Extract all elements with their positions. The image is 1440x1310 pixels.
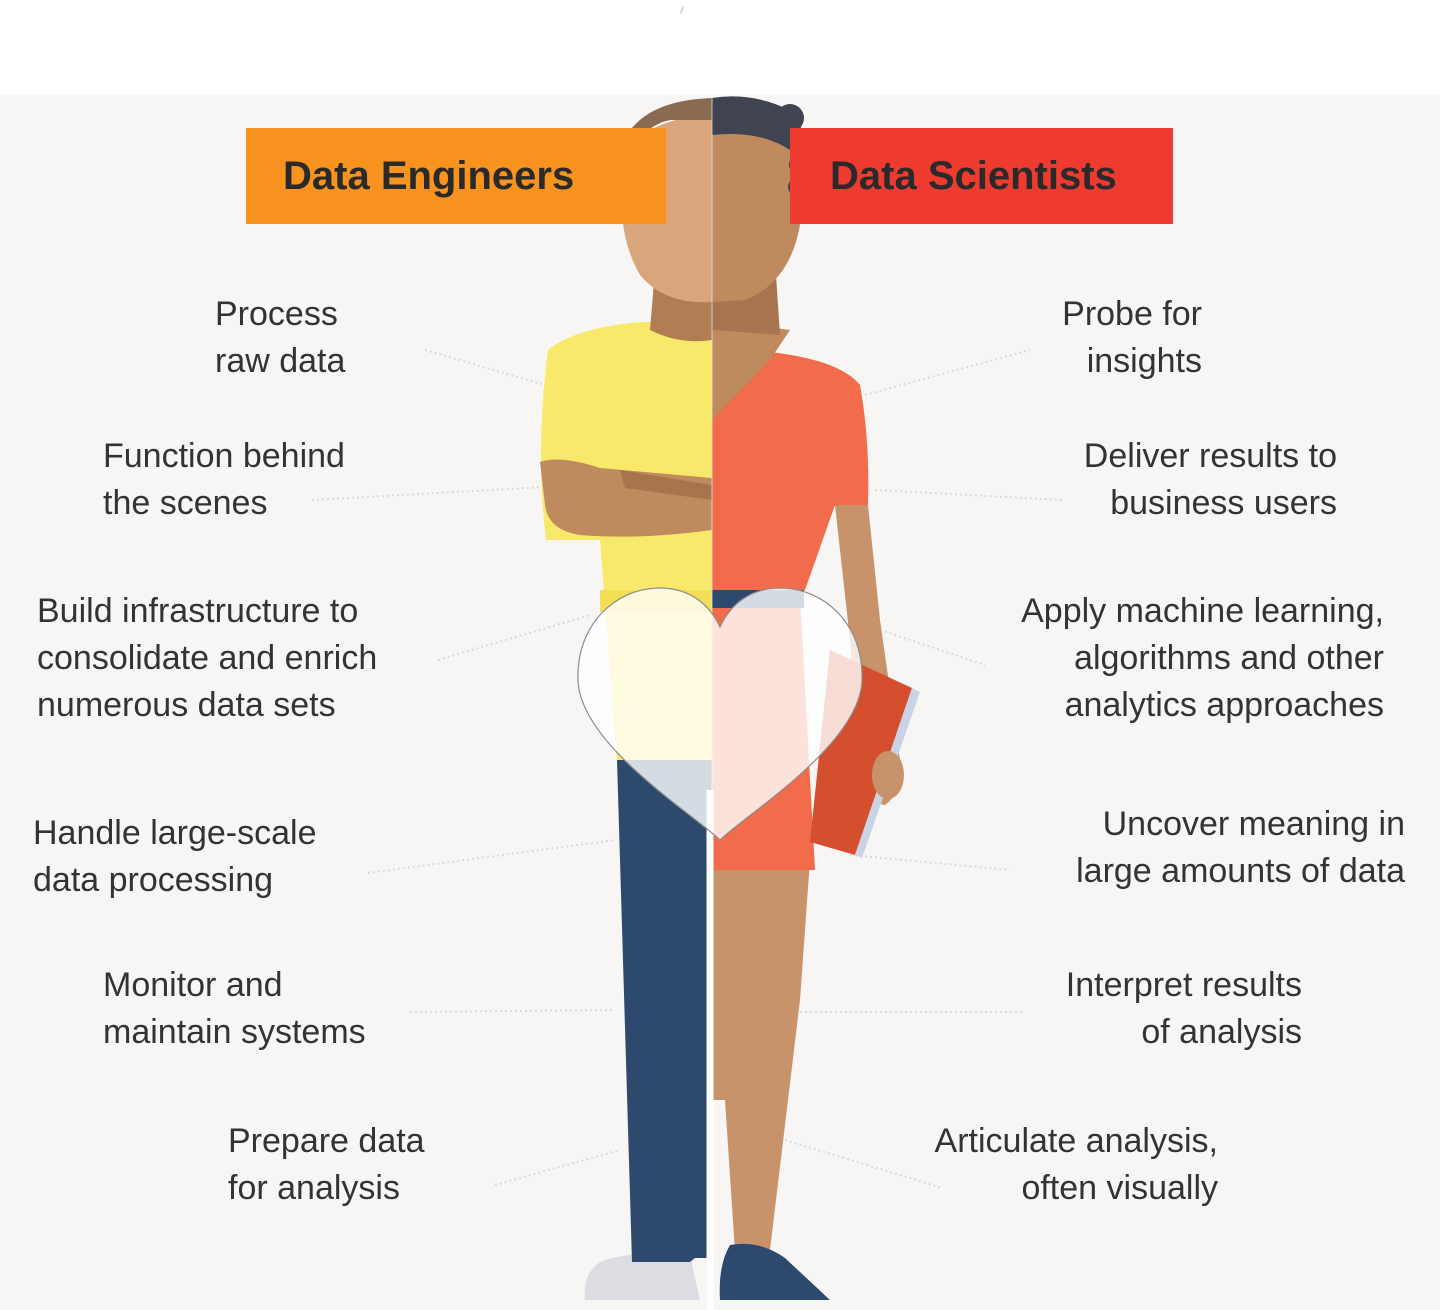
left-connector-lines [311,349,621,1186]
engineer-trait-process-raw-data: Process raw data [215,295,346,380]
scientist-head [712,119,802,302]
scientist-trait-deliver-results: Deliver results to business users [1083,437,1337,522]
engineer-hair [623,98,712,210]
data-scientists-header: Data Scientists [790,128,1173,224]
data-engineers-header: Data Engineers [246,128,666,224]
scientist-trait-interpret-results: Interpret results of analysis [1065,966,1302,1051]
engineer-pants [617,760,712,1262]
engineer-trait-build-infrastructure: Build infrastructure to consolidate and … [37,592,378,724]
scientist-trait-uncover-meaning: Uncover meaning in large amounts of data [1076,805,1405,890]
scientist-neckline [712,320,790,420]
data-scientists-title: Data Scientists [830,153,1117,198]
scientist-trait-articulate-analysis: Articulate analysis, often visually [934,1122,1218,1207]
heart-icon[interactable] [575,585,865,845]
right-connector-lines [784,349,1064,1189]
scientist-hand [872,751,904,799]
engineer-forearm [620,470,712,500]
data-engineers-title: Data Engineers [283,153,575,198]
engineer-trait-large-scale-processing: Handle large-scale data processing [33,814,317,899]
scientist-trait-apply-ml: Apply machine learning, algorithms and o… [1021,592,1384,724]
engineer-trait-behind-the-scenes: Function behind the scenes [103,437,345,522]
engineer-trait-monitor-systems: Monitor and maintain systems [103,966,366,1051]
scientist-trait-probe-insights: Probe for insights [1062,295,1202,380]
engineer-trait-prepare-data: Prepare data for analysis [228,1122,425,1207]
engineer-shoe [584,1253,700,1300]
scientist-shoe [719,1243,830,1300]
scientist-top [712,352,869,590]
scientist-leg [712,860,810,1252]
